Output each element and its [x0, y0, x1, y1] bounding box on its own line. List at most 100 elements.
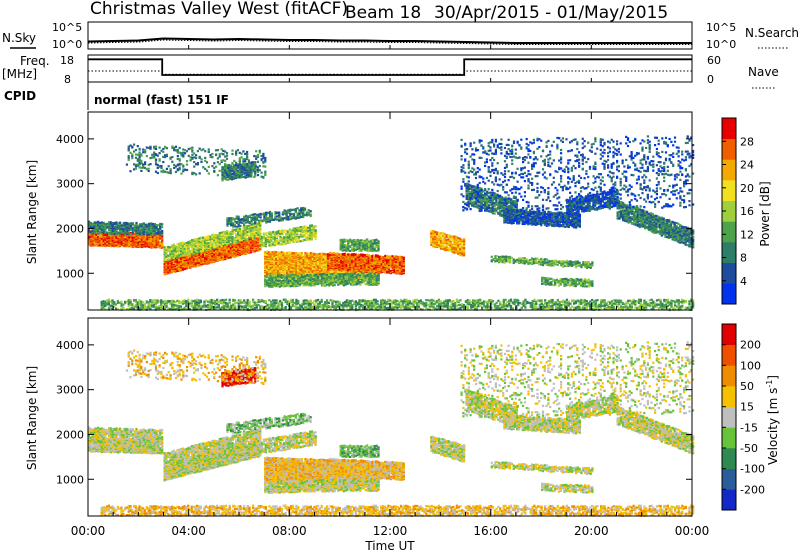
- data-cell: [185, 257, 188, 260]
- data-cell: [196, 239, 199, 242]
- data-cell: [128, 245, 131, 248]
- data-cell: [155, 226, 158, 230]
- data-cell: [269, 256, 272, 259]
- data-cell: [253, 231, 256, 234]
- data-cell: [140, 235, 144, 239]
- data-cell: [249, 244, 253, 247]
- data-cell: [268, 219, 272, 222]
- data-cell: [169, 251, 172, 254]
- data-cell: [144, 245, 147, 248]
- data-cell: [113, 225, 116, 228]
- data-cell: [115, 232, 118, 235]
- data-cell: [296, 239, 299, 242]
- data-cell: [221, 166, 224, 169]
- data-cell: [137, 235, 140, 238]
- data-cell: [294, 240, 297, 243]
- data-cell: [215, 252, 218, 256]
- data-cell: [97, 224, 100, 227]
- data-cell: [194, 256, 197, 259]
- data-cell: [142, 228, 145, 231]
- data-cell: [281, 229, 284, 232]
- data-cell: [300, 207, 303, 210]
- data-cell: [106, 226, 109, 229]
- data-cell: [243, 215, 246, 218]
- data-cell: [228, 217, 231, 220]
- data-cell: [257, 246, 260, 249]
- data-cell: [303, 227, 306, 230]
- data-cell: [261, 237, 264, 240]
- data-cell: [113, 232, 116, 235]
- data-cell: [302, 206, 305, 210]
- data-cell: [279, 235, 282, 239]
- data-cell: [231, 167, 234, 170]
- data-cell: [187, 250, 190, 253]
- data-cell: [226, 245, 229, 248]
- data-cell: [294, 235, 297, 238]
- data-cell: [153, 244, 156, 247]
- data-cell: [237, 234, 240, 237]
- data-cell: [155, 243, 158, 246]
- data-cell: [216, 241, 219, 244]
- data-cell: [292, 208, 296, 211]
- data-cell: [255, 249, 258, 252]
- data-cell: [187, 243, 190, 246]
- data-cell: [301, 234, 304, 237]
- data-cell: [228, 222, 231, 225]
- data-cell: [294, 217, 297, 220]
- data-cell: [275, 232, 278, 235]
- data-cell: [301, 233, 304, 236]
- data-cell: [119, 231, 122, 234]
- data-cell: [142, 222, 145, 225]
- data-cell: [200, 243, 203, 246]
- data-cell: [233, 237, 236, 240]
- data-cell: [237, 221, 240, 224]
- data-cell: [88, 235, 91, 238]
- data-cell: [100, 221, 103, 224]
- power-scatter: [88, 135, 695, 312]
- data-cell: [255, 215, 259, 218]
- data-cell: [130, 241, 133, 244]
- data-cell: [299, 240, 302, 243]
- data-cell: [267, 253, 270, 256]
- data-cell: [246, 239, 249, 242]
- data-cell: [288, 237, 291, 240]
- data-cell: [108, 226, 111, 229]
- data-cell: [163, 262, 166, 265]
- data-cell: [128, 241, 131, 244]
- data-cell: [200, 256, 203, 259]
- data-cell: [259, 244, 262, 248]
- data-cell: [286, 238, 289, 241]
- data-cell: [189, 249, 192, 253]
- data-cell: [264, 260, 267, 263]
- data-cell: [95, 239, 98, 242]
- data-cell: [148, 224, 151, 227]
- data-cell: [270, 215, 273, 218]
- data-cell: [126, 231, 129, 234]
- data-cell: [140, 226, 144, 229]
- data-cell: [159, 233, 162, 236]
- data-cell: [146, 238, 149, 241]
- data-cell: [93, 241, 96, 244]
- data-cell: [170, 245, 174, 249]
- data-cell: [97, 229, 100, 232]
- data-cell: [254, 217, 257, 220]
- data-cell: [115, 221, 118, 224]
- data-cell: [169, 246, 172, 249]
- data-cell: [196, 257, 199, 260]
- data-cell: [265, 221, 268, 224]
- data-cell: [240, 232, 243, 235]
- data-cell: [273, 250, 276, 253]
- data-cell: [115, 244, 118, 247]
- data-cell: [209, 242, 212, 245]
- data-cell: [198, 264, 201, 267]
- data-cell: [277, 234, 280, 237]
- data-cell: [119, 227, 122, 230]
- data-cell: [128, 225, 131, 228]
- data-cell: [194, 242, 197, 245]
- data-cell: [227, 243, 231, 246]
- data-cell: [238, 238, 242, 241]
- data-cell: [271, 272, 274, 275]
- data-cell: [220, 231, 223, 234]
- data-cell: [257, 231, 260, 234]
- data-cell: [248, 243, 251, 246]
